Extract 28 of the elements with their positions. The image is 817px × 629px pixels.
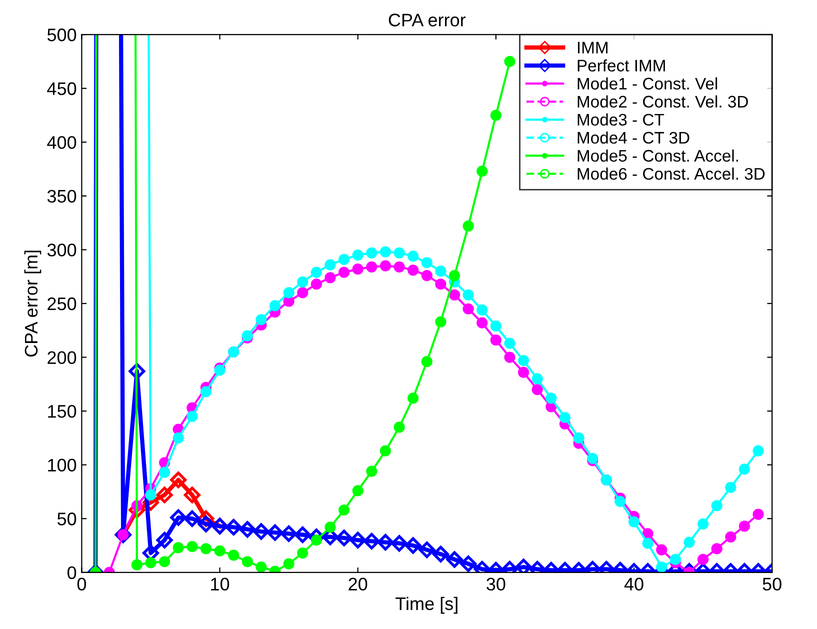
legend-label: Mode4 - CT 3D <box>578 131 690 144</box>
legend-label: Mode3 - CT <box>578 113 664 126</box>
legend-label: Mode6 - Const. Accel. 3D <box>578 168 765 180</box>
x-tick-label: 0 <box>77 578 86 591</box>
x-tick-label: 20 <box>348 578 368 591</box>
y-tick-label: 450 <box>47 82 76 96</box>
y-tick-label: 250 <box>48 297 76 310</box>
y-tick-label: 100 <box>48 458 76 472</box>
y-tick-label: 350 <box>47 190 76 203</box>
y-tick-label: 400 <box>47 136 76 149</box>
x-tick-label: 50 <box>762 578 782 591</box>
y-tick-label: 0 <box>68 566 76 580</box>
x-tick-label: 40 <box>624 578 644 591</box>
chart-title: CPA error <box>388 14 466 26</box>
x-axis-title: Time [s] <box>396 596 458 614</box>
legend-label: Mode1 - Const. Vel <box>578 77 718 90</box>
legend-label: Mode2 - Const. Vel. 3D <box>578 95 748 108</box>
legend-label: IMM <box>578 42 608 54</box>
legend-label: Mode5 - Const. Accel. <box>578 149 738 162</box>
x-tick-label: 30 <box>486 578 506 591</box>
y-tick-label: 150 <box>48 404 76 418</box>
y-tick-label: 50 <box>57 512 76 526</box>
y-tick-label: 200 <box>48 351 76 364</box>
y-tick-label: 300 <box>47 244 76 256</box>
legend-label: Perfect IMM <box>578 59 665 72</box>
y-tick-label: 500 <box>47 28 76 42</box>
x-tick-label: 10 <box>211 578 230 591</box>
y-axis-title: CPA error [m] <box>24 250 42 357</box>
